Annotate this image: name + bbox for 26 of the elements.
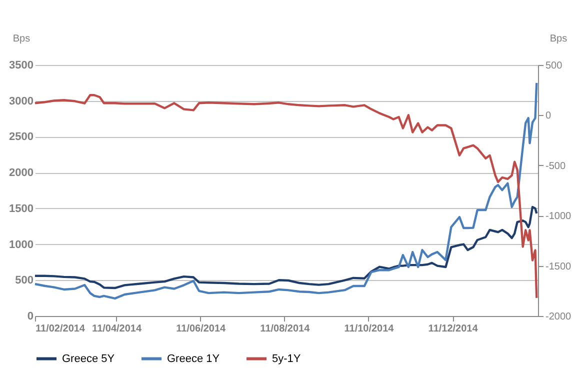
y-tick-label: 3000: [9, 95, 34, 108]
y2-tick-label: -1000: [546, 211, 572, 222]
line-series: [34, 206, 538, 290]
y-tick-label: 1500: [9, 202, 34, 215]
y-tick-label: 3500: [9, 60, 34, 72]
legend-label: Greece 5Y: [62, 352, 116, 365]
y2-tick-label: 500: [546, 60, 563, 72]
y-tick-label: 0: [27, 310, 34, 322]
x-tick-label: 11/06/2014: [176, 324, 226, 334]
y-tick-label: 2500: [9, 131, 34, 144]
legend-label: Greece 1Y: [167, 352, 220, 365]
legend-label: 5y-1Y: [272, 352, 302, 365]
x-tick-label: 11/02/2014: [36, 324, 86, 334]
y2-axis-title: Bps: [550, 34, 568, 44]
y-axis-title: Bps: [12, 34, 30, 44]
x-tick-label: 11/08/2014: [260, 324, 310, 334]
x-tick-label: 11/12/2014: [428, 324, 478, 334]
x-tick-label: 11/10/2014: [344, 324, 394, 334]
x-tick-label: 11/04/2014: [92, 324, 142, 334]
y-tick-label: 2000: [9, 167, 34, 180]
y-tick-label: 500: [15, 274, 34, 287]
y2-tick-label: -500: [546, 160, 566, 172]
y2-tick-label: -2000: [546, 312, 572, 322]
y2-tick-label: 0: [546, 110, 552, 122]
y2-tick-label: -1500: [546, 261, 572, 272]
y-tick-label: 1000: [9, 238, 34, 251]
